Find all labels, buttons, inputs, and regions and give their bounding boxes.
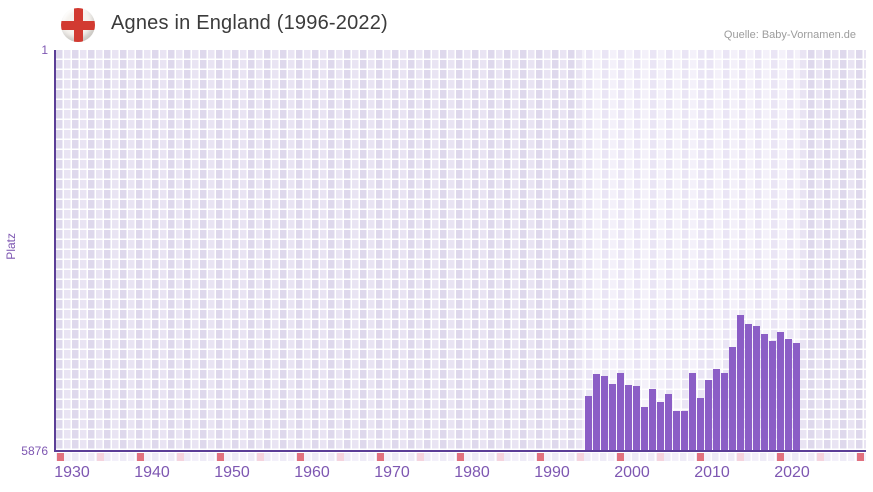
half-decade-tick-cell bbox=[336, 453, 344, 461]
chart-bar-2016[interactable] bbox=[744, 323, 752, 451]
y-axis-line bbox=[54, 50, 56, 452]
half-decade-tick-cell bbox=[496, 453, 504, 461]
x-tick-label: 1990 bbox=[534, 464, 570, 481]
chart-bar-2019[interactable] bbox=[768, 341, 776, 451]
chart-bar-2000[interactable] bbox=[616, 372, 624, 451]
x-tick-label: 2020 bbox=[774, 464, 810, 481]
x-axis-labels: 1930 1940 1950 1960 1970 1980 1990 2000 2010 2020 bbox=[54, 462, 866, 488]
decade-tick-cell bbox=[56, 453, 64, 461]
decade-tick-cell bbox=[856, 453, 864, 461]
half-decade-tick-cell bbox=[576, 453, 584, 461]
chart-bar-2010[interactable] bbox=[696, 397, 704, 451]
chart-bar-2002[interactable] bbox=[632, 386, 640, 451]
half-decade-tick-cell bbox=[656, 453, 664, 461]
decade-tick-cell bbox=[296, 453, 304, 461]
chart-bar-2008[interactable] bbox=[680, 411, 688, 451]
chart-bar-2017[interactable] bbox=[752, 325, 760, 451]
chart-bar-2021[interactable] bbox=[784, 338, 792, 451]
flag-cross-vertical bbox=[73, 8, 83, 42]
x-tick-label: 1970 bbox=[374, 464, 410, 481]
decade-tick-cell bbox=[536, 453, 544, 461]
chart-bar-2012[interactable] bbox=[712, 369, 720, 451]
half-decade-tick-cell bbox=[256, 453, 264, 461]
chart-title: Agnes in England (1996-2022) bbox=[111, 12, 388, 34]
plot-area bbox=[56, 50, 866, 451]
half-decade-tick-cell bbox=[176, 453, 184, 461]
chart-bar-2006[interactable] bbox=[664, 393, 672, 451]
half-decade-tick-cell bbox=[816, 453, 824, 461]
decade-tick-cell bbox=[136, 453, 144, 461]
decade-tick-cell bbox=[376, 453, 384, 461]
source-attribution: Quelle: Baby-Vornamen.de bbox=[723, 29, 856, 41]
x-tick-label: 2000 bbox=[614, 464, 650, 481]
half-decade-tick-cell bbox=[736, 453, 744, 461]
decade-tick-cell bbox=[696, 453, 704, 461]
decade-tick-cell bbox=[456, 453, 464, 461]
chart-bar-2014[interactable] bbox=[728, 346, 736, 451]
decade-tick-cell bbox=[216, 453, 224, 461]
chart-bar-1996[interactable] bbox=[584, 395, 592, 451]
chart-bar-2003[interactable] bbox=[640, 406, 648, 451]
y-axis-max-label: 1 bbox=[41, 43, 48, 57]
x-axis-tick-strip bbox=[56, 453, 866, 461]
decade-tick-cell bbox=[776, 453, 784, 461]
chart-bar-2013[interactable] bbox=[720, 372, 728, 451]
x-axis-line bbox=[54, 450, 866, 452]
chart-bar-2007[interactable] bbox=[672, 411, 680, 451]
chart-bar-2001[interactable] bbox=[624, 384, 632, 451]
x-tick-label: 1950 bbox=[214, 464, 250, 481]
chart-bar-2004[interactable] bbox=[648, 388, 656, 451]
chart-bar-2022[interactable] bbox=[792, 342, 800, 451]
x-tick-label: 1930 bbox=[54, 464, 90, 481]
chart-bar-1997[interactable] bbox=[592, 374, 600, 451]
decade-tick-cell bbox=[616, 453, 624, 461]
half-decade-tick-cell bbox=[96, 453, 104, 461]
x-tick-label: 2010 bbox=[694, 464, 730, 481]
y-axis-title: Platz bbox=[4, 233, 18, 260]
half-decade-tick-cell bbox=[416, 453, 424, 461]
chart-bar-2009[interactable] bbox=[688, 372, 696, 451]
chart-bar-2005[interactable] bbox=[656, 402, 664, 451]
x-tick-label: 1940 bbox=[134, 464, 170, 481]
chart-bar-2020[interactable] bbox=[776, 331, 784, 451]
y-axis-min-label: 5876 bbox=[21, 444, 48, 458]
bars-layer bbox=[56, 50, 866, 451]
x-tick-label: 1980 bbox=[454, 464, 490, 481]
chart-bar-1998[interactable] bbox=[600, 376, 608, 451]
chart-bar-1999[interactable] bbox=[608, 383, 616, 451]
chart-bar-2011[interactable] bbox=[704, 379, 712, 451]
chart-bar-2015[interactable] bbox=[736, 314, 744, 451]
chart-bar-2018[interactable] bbox=[760, 334, 768, 451]
x-tick-label: 1960 bbox=[294, 464, 330, 481]
england-flag-icon bbox=[61, 8, 95, 42]
